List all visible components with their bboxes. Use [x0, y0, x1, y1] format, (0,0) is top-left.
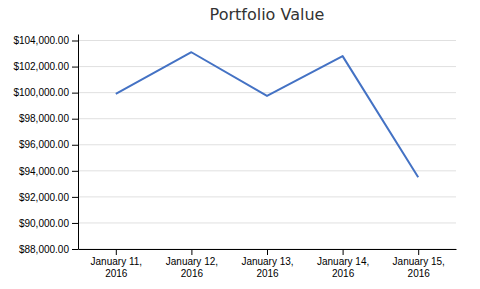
- x-tick-mark: [116, 249, 117, 255]
- y-tick-label: $92,000.00: [19, 192, 69, 203]
- y-tick-label: $104,000.00: [13, 35, 69, 46]
- x-tick-label-line: 2016: [181, 268, 204, 279]
- x-tick-label-line: January 12,: [166, 256, 218, 267]
- marks: [116, 52, 418, 177]
- y-tick-mark: [72, 41, 78, 42]
- grid-line: [78, 40, 456, 41]
- x-tick-label: January 13,2016: [241, 256, 293, 279]
- x-tick: January 11,2016: [91, 249, 143, 279]
- grid: [78, 41, 456, 249]
- x-tick-label: January 14,2016: [317, 256, 369, 279]
- title: Portfolio Value: [210, 5, 325, 24]
- y-tick: $88,000.00: [19, 244, 78, 255]
- y-tick-label: $96,000.00: [19, 139, 69, 150]
- grid-line: [78, 222, 456, 223]
- x-tick-mark: [343, 249, 344, 255]
- y-tick-mark: [72, 249, 78, 250]
- plot: $88,000.00 $90,000.00 $92,000.00 $94,000.00…: [13, 35, 456, 279]
- x-tick-label-line: 2016: [256, 268, 279, 279]
- y-tick: $102,000.00: [13, 61, 78, 72]
- y-tick-label: $88,000.00: [19, 244, 69, 255]
- y-tick-mark: [72, 119, 78, 120]
- x-tick-label: January 11,2016: [91, 256, 143, 279]
- y-tick-label: $98,000.00: [19, 113, 69, 124]
- y-tick-mark: [72, 197, 78, 198]
- y-tick-mark: [72, 145, 78, 146]
- x-tick-mark: [191, 249, 192, 255]
- chart: $88,000.00 $90,000.00 $92,000.00 $94,000.00…: [0, 0, 480, 289]
- x-axis: January 11,2016January 12,2016January 13…: [79, 249, 457, 279]
- y-tick-label: $100,000.00: [13, 87, 69, 98]
- x-tick-label: January 15,2016: [393, 256, 445, 279]
- y-tick: $104,000.00: [13, 35, 78, 46]
- y-tick: $98,000.00: [19, 113, 78, 124]
- y-tick: $92,000.00: [19, 192, 78, 203]
- y-tick-label: $90,000.00: [19, 218, 69, 229]
- x-tick: January 12,2016: [166, 249, 218, 279]
- line: [116, 52, 418, 177]
- y-tick-mark: [72, 171, 78, 172]
- x-tick-mark: [267, 249, 268, 255]
- x-tick-label-line: 2016: [332, 268, 355, 279]
- grid-line: [78, 92, 456, 93]
- x-tick: January 15,2016: [393, 249, 445, 279]
- x-tick: January 14,2016: [317, 249, 369, 279]
- y-tick-mark: [72, 223, 78, 224]
- x-tick-mark: [418, 249, 419, 255]
- y-tick-label: $102,000.00: [13, 61, 69, 72]
- y-tick: $94,000.00: [19, 166, 78, 177]
- grid-line: [78, 66, 456, 67]
- x-tick: January 13,2016: [241, 249, 293, 279]
- x-tick-label-line: January 11,: [91, 256, 143, 267]
- x-tick-label-line: 2016: [408, 268, 431, 279]
- x-tick-label-line: January 14,: [317, 256, 369, 267]
- grid-line: [78, 144, 456, 145]
- y-tick-label: $94,000.00: [19, 166, 69, 177]
- grid-line: [78, 196, 456, 197]
- y-tick: $90,000.00: [19, 218, 78, 229]
- y-tick-mark: [72, 67, 78, 68]
- y-tick-mark: [72, 93, 78, 94]
- y-tick: $96,000.00: [19, 139, 78, 150]
- x-tick-label-line: January 15,: [393, 256, 445, 267]
- y-tick: $100,000.00: [13, 87, 78, 98]
- grid-line: [78, 170, 456, 171]
- grid-line: [78, 118, 456, 119]
- y-axis-line: [78, 35, 79, 250]
- x-tick-label-line: 2016: [105, 268, 128, 279]
- x-tick-label: January 12,2016: [166, 256, 218, 279]
- y-axis: $88,000.00 $90,000.00 $92,000.00 $94,000.00…: [13, 35, 78, 255]
- x-tick-label-line: January 13,: [241, 256, 293, 267]
